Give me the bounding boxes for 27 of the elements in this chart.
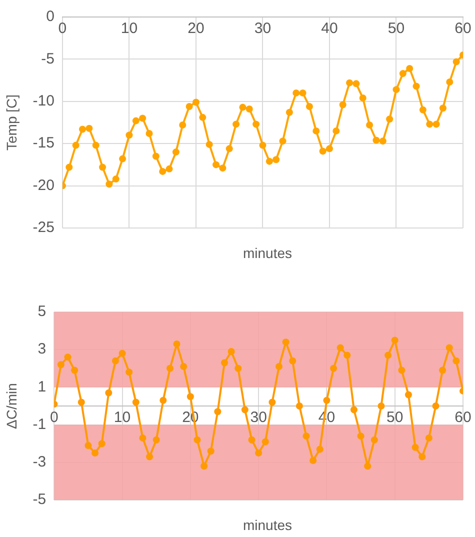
y-tick-label: -25 — [32, 219, 54, 236]
x-tick-label: 30 — [250, 409, 267, 426]
y-tick-label: 3 — [38, 340, 46, 358]
x-tick-label: 40 — [321, 20, 338, 38]
x-tick-label: 50 — [388, 20, 405, 38]
x-axis-title: minutes — [242, 245, 294, 263]
y-tick-label: -1 — [32, 416, 46, 433]
x-tick-label: 50 — [386, 409, 404, 426]
y-tick-label: 1 — [38, 378, 46, 396]
y-tick-label: -10 — [32, 92, 54, 110]
x-tick-label: 10 — [114, 409, 131, 426]
y-tick-label: 0 — [46, 8, 54, 26]
x-tick-label: 60 — [454, 20, 472, 38]
y-tick-label: -15 — [32, 134, 54, 152]
y-axis-title: Temp [C] — [3, 94, 20, 151]
x-tick-label: 10 — [120, 20, 138, 38]
x-axis-title: minutes — [242, 517, 294, 535]
y-tick-label: -3 — [32, 454, 46, 471]
x-tick-label: 60 — [454, 409, 472, 426]
x-tick-label: 30 — [254, 20, 272, 38]
y-tick-label: -5 — [32, 491, 46, 508]
y-axis-title: ΔC/min — [3, 383, 20, 429]
x-tick-label: 20 — [188, 20, 204, 38]
y-tick-label: -5 — [41, 50, 54, 68]
y-tick-label: 5 — [38, 303, 46, 320]
x-tick-label: 0 — [58, 20, 67, 38]
y-tick-label: -20 — [32, 176, 54, 194]
